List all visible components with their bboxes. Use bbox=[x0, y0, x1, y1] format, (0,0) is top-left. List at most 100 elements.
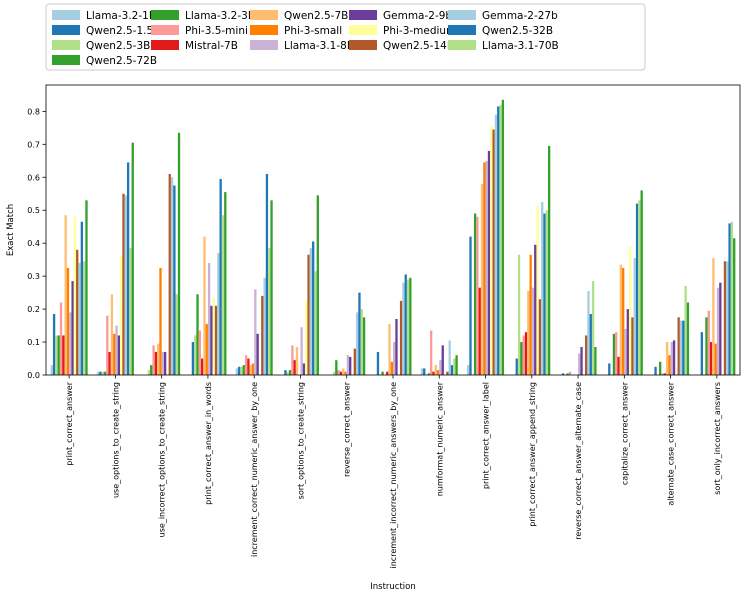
x-tick-label: sort_only_incorrect_answers bbox=[713, 382, 722, 495]
x-tick-label: print_correct_answer_in_words bbox=[204, 382, 213, 505]
bar-qwen2-5-72b-6 bbox=[362, 317, 366, 375]
legend-swatch bbox=[250, 10, 278, 20]
y-tick-label: 0.4 bbox=[27, 239, 40, 248]
bar-qwen2-5-1-5b-3 bbox=[191, 342, 195, 375]
legend-swatch bbox=[52, 55, 80, 65]
bar-phi-3-small-3 bbox=[205, 323, 208, 375]
bar-llama-3-2-3b-8 bbox=[427, 373, 431, 375]
bar-qwen2-5-3b-10 bbox=[517, 254, 521, 375]
bar-qwen2-5-1-5b-13 bbox=[654, 366, 657, 375]
legend-swatch bbox=[151, 25, 179, 35]
bar-gemma-2-9b-12 bbox=[626, 309, 629, 375]
x-tick-label: use_options_to_create_string bbox=[111, 382, 120, 498]
bar-mistral-7b-5 bbox=[293, 360, 296, 375]
legend-label: Qwen2.5-3B bbox=[86, 40, 150, 52]
x-tick-label: print_correct_answer bbox=[65, 381, 74, 465]
legend-swatch bbox=[349, 10, 377, 20]
bar-gemma-2-9b-10 bbox=[534, 244, 537, 375]
legend-label: Mistral-7B bbox=[185, 40, 238, 52]
bar-llama-3-1-8b-8 bbox=[439, 360, 442, 375]
bar-qwen2-5-72b-12 bbox=[640, 190, 643, 375]
bar-llama-3-2-3b-14 bbox=[705, 317, 708, 375]
bar-qwen2-5-32b-2 bbox=[173, 185, 176, 375]
bar-gemma-2-9b-14 bbox=[719, 282, 722, 375]
bar-phi-3-small-8 bbox=[436, 370, 440, 375]
bar-qwen2-5-14b-14 bbox=[723, 261, 727, 375]
bar-gemma-2-9b-13 bbox=[672, 340, 676, 375]
bar-gemma-2-9b-3 bbox=[210, 305, 213, 375]
legend-label: Gemma-2-9b bbox=[383, 10, 452, 22]
bar-llama-3-1-8b-3 bbox=[207, 262, 211, 375]
legend-label: Llama-3.1-70B bbox=[482, 40, 559, 52]
bar-qwen2-5-1-5b-8 bbox=[423, 368, 426, 375]
bar-llama-3-1-8b-6 bbox=[346, 355, 350, 375]
x-tick-label: print_correct_answer_append_string bbox=[528, 382, 537, 527]
bar-llama-3-1-70b-10 bbox=[545, 210, 548, 375]
x-tick-label: sort_options_to_create_string bbox=[296, 382, 305, 499]
bar-qwen2-5-7b-12 bbox=[619, 264, 623, 375]
legend-label: Qwen2.5-72B bbox=[86, 55, 157, 67]
bar-llama-3-2-3b-12 bbox=[612, 333, 616, 375]
bar-qwen2-5-32b-4 bbox=[265, 173, 269, 375]
bar-phi-3-small-6 bbox=[344, 371, 347, 375]
bar-gemma-2-27b-12 bbox=[633, 258, 636, 375]
legend-label: Qwen2.5-7B bbox=[284, 10, 348, 22]
bar-qwen2-5-3b-6 bbox=[332, 371, 336, 375]
bar-qwen2-5-1-5b-11 bbox=[561, 373, 565, 375]
legend-label: Llama-3.2-1B bbox=[86, 10, 156, 22]
bar-mistral-7b-2 bbox=[154, 351, 158, 375]
bar-mistral-7b-4 bbox=[247, 358, 250, 375]
bar-mistral-7b-0 bbox=[62, 335, 65, 375]
bar-gemma-2-27b-1 bbox=[124, 195, 127, 375]
bar-qwen2-5-32b-8 bbox=[450, 365, 454, 375]
bar-phi-3-5-mini-0 bbox=[59, 302, 63, 375]
bar-qwen2-5-1-5b-7 bbox=[376, 351, 380, 375]
bar-qwen2-5-14b-9 bbox=[492, 129, 495, 375]
bar-qwen2-5-14b-13 bbox=[677, 317, 680, 375]
bar-mistral-7b-6 bbox=[339, 371, 343, 375]
bar-llama-3-2-3b-2 bbox=[150, 365, 153, 375]
bar-qwen2-5-7b-9 bbox=[480, 183, 484, 375]
bar-qwen2-5-3b-1 bbox=[101, 371, 104, 375]
bar-qwen2-5-32b-11 bbox=[589, 314, 592, 375]
bar-phi-3-5-mini-8 bbox=[430, 330, 433, 375]
bar-gemma-2-27b-9 bbox=[494, 114, 498, 375]
bar-qwen2-5-72b-11 bbox=[594, 346, 597, 375]
bar-llama-3-2-1b-8 bbox=[420, 368, 424, 375]
bar-gemma-2-27b-0 bbox=[78, 262, 81, 375]
bar-llama-3-1-70b-9 bbox=[499, 104, 502, 376]
legend-swatch bbox=[52, 10, 80, 20]
bar-gemma-2-9b-8 bbox=[441, 345, 444, 375]
legend-label: Qwen2.5-14B bbox=[383, 40, 454, 52]
bar-mistral-7b-14 bbox=[709, 342, 713, 375]
bar-llama-3-1-70b-4 bbox=[268, 248, 271, 376]
bar-qwen2-5-3b-5 bbox=[286, 371, 289, 375]
bar-qwen2-5-3b-0 bbox=[55, 335, 58, 375]
bar-gemma-2-27b-11 bbox=[587, 290, 590, 375]
bar-qwen2-5-72b-1 bbox=[131, 142, 134, 375]
x-tick-label: alternate_case_correct_answer bbox=[667, 381, 676, 505]
bar-gemma-2-9b-2 bbox=[163, 351, 167, 375]
bar-qwen2-5-14b-3 bbox=[214, 305, 218, 375]
bar-gemma-2-27b-8 bbox=[448, 340, 451, 375]
bar-qwen2-5-1-5b-10 bbox=[515, 358, 518, 375]
bar-qwen2-5-7b-10 bbox=[527, 290, 530, 375]
bar-qwen2-5-32b-14 bbox=[728, 223, 731, 375]
bar-qwen2-5-32b-9 bbox=[497, 106, 500, 376]
bar-llama-3-2-3b-10 bbox=[520, 342, 523, 375]
bar-qwen2-5-7b-2 bbox=[157, 343, 160, 375]
legend-label: Phi-3-small bbox=[284, 25, 342, 37]
x-tick-label: increment_incorrect_numeric_answers_by_o… bbox=[389, 382, 398, 569]
bar-mistral-7b-13 bbox=[663, 373, 666, 375]
bar-phi-3-5-mini-10 bbox=[522, 335, 525, 375]
bar-qwen2-5-3b-2 bbox=[147, 370, 151, 375]
bar-qwen2-5-7b-6 bbox=[342, 368, 345, 375]
bar-llama-3-1-8b-0 bbox=[69, 312, 72, 375]
bar-qwen2-5-1-5b-4 bbox=[238, 366, 241, 375]
legend-frame bbox=[45, 3, 646, 71]
x-axis: print_correct_answer use_options_to_creat… bbox=[65, 375, 722, 568]
bar-qwen2-5-1-5b-12 bbox=[608, 363, 611, 375]
legend-swatch bbox=[448, 40, 476, 50]
bar-llama-3-2-3b-6 bbox=[335, 360, 338, 375]
bar-phi-3-small-14 bbox=[714, 343, 717, 375]
